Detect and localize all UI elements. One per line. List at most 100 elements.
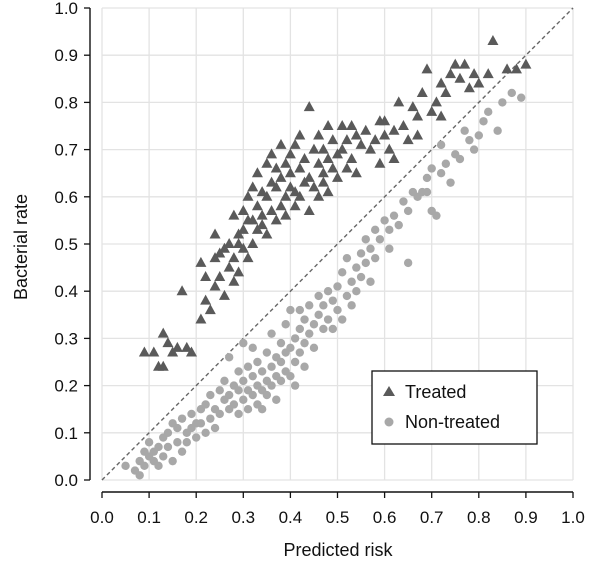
non-treated-point: [323, 287, 333, 296]
treated-point: [242, 252, 254, 263]
treated-point: [294, 129, 306, 140]
treated-point: [322, 186, 334, 197]
treated-point: [289, 200, 301, 211]
treated-point: [223, 261, 235, 272]
non-treated-point: [338, 268, 347, 277]
non-treated-point: [446, 178, 455, 187]
treated-point: [435, 110, 447, 121]
treated-point: [242, 190, 254, 201]
non-treated-point: [276, 338, 286, 348]
treated-point: [364, 143, 376, 154]
treated-point: [181, 341, 193, 352]
y-tick-label: 0.7: [54, 141, 78, 160]
treated-point: [247, 238, 259, 248]
non-treated-point: [385, 244, 394, 253]
treated-point: [346, 153, 358, 164]
non-treated-point: [319, 301, 328, 310]
non-treated-point: [403, 258, 413, 268]
y-tick-label: 0.6: [54, 188, 78, 207]
treated-point: [280, 209, 292, 220]
treated-point: [284, 167, 296, 178]
legend-item-non-treated: Non-treated: [384, 412, 500, 432]
non-treated-point: [403, 206, 413, 216]
treated-point: [412, 110, 424, 121]
y-axis-title: Bacterial rate: [11, 194, 31, 300]
non-treated-point: [370, 253, 380, 263]
non-treated-point: [234, 367, 243, 376]
treated-point: [176, 285, 188, 296]
x-tick-label: 0.5: [326, 508, 350, 527]
non-treated-point: [177, 447, 187, 456]
non-treated-point: [239, 338, 248, 348]
treated-point: [407, 101, 419, 112]
non-treated-point: [177, 414, 187, 423]
treated-point: [233, 266, 245, 277]
non-treated-point: [366, 244, 375, 253]
y-tick-label: 0.5: [54, 235, 78, 254]
non-treated-point: [370, 225, 380, 235]
non-treated-point: [290, 381, 300, 390]
x-tick-label: 0.4: [279, 508, 303, 527]
non-treated-point: [479, 117, 488, 126]
non-treated-point: [309, 343, 319, 353]
treated-point: [459, 58, 471, 69]
non-treated-point: [300, 315, 309, 324]
y-tick-label: 0.9: [54, 46, 78, 65]
non-treated-point: [484, 107, 493, 117]
non-treated-point: [286, 305, 295, 315]
treated-point: [247, 181, 259, 192]
treated-point: [322, 153, 334, 164]
non-treated-point: [201, 428, 210, 437]
series-treated: [138, 35, 532, 371]
non-treated-point: [182, 438, 191, 447]
treated-point: [266, 204, 278, 215]
non-treated-point: [239, 376, 248, 386]
non-treated-point: [290, 334, 300, 343]
non-treated-point: [121, 461, 130, 471]
treated-point: [327, 134, 339, 145]
y-tick-label: 0.2: [54, 377, 78, 396]
treated-point: [355, 138, 367, 149]
non-treated-point: [286, 343, 295, 353]
non-treated-point: [394, 220, 403, 230]
non-treated-point: [333, 305, 342, 315]
legend-circle-icon: [384, 417, 394, 427]
non-treated-point: [436, 169, 446, 178]
y-tick-label: 0.8: [54, 93, 78, 112]
treated-point: [261, 190, 273, 201]
non-treated-point: [262, 348, 272, 357]
non-treated-point: [361, 235, 370, 244]
treated-point: [228, 209, 240, 220]
treated-point: [228, 275, 240, 286]
non-treated-point: [248, 343, 257, 353]
non-treated-point: [328, 324, 337, 334]
non-treated-point: [262, 390, 272, 400]
non-treated-point: [168, 456, 177, 466]
x-tick-label: 1.0: [561, 508, 585, 527]
treated-point: [200, 294, 212, 305]
non-treated-point: [469, 145, 479, 154]
treated-point: [233, 238, 245, 248]
treated-point: [223, 238, 235, 248]
non-treated-point: [295, 305, 305, 315]
treated-point: [327, 162, 339, 173]
non-treated-point: [224, 390, 234, 400]
x-tick-label: 0.1: [137, 508, 161, 527]
axes: [84, 7, 574, 498]
legend: Treated Non-treated: [371, 370, 538, 445]
treated-point: [374, 157, 386, 168]
treated-point: [289, 186, 301, 197]
non-treated-point: [300, 362, 309, 371]
treated-point: [237, 204, 249, 215]
treated-point: [350, 129, 362, 140]
treated-point: [336, 143, 348, 154]
treated-point: [379, 129, 391, 140]
non-treated-point: [248, 390, 257, 400]
treated-point: [214, 271, 226, 282]
treated-point: [280, 157, 292, 168]
x-tick-label: 0.3: [231, 508, 255, 527]
non-treated-point: [436, 140, 446, 150]
treated-point: [317, 176, 329, 187]
treated-point: [341, 162, 353, 173]
non-treated-point: [347, 277, 356, 286]
